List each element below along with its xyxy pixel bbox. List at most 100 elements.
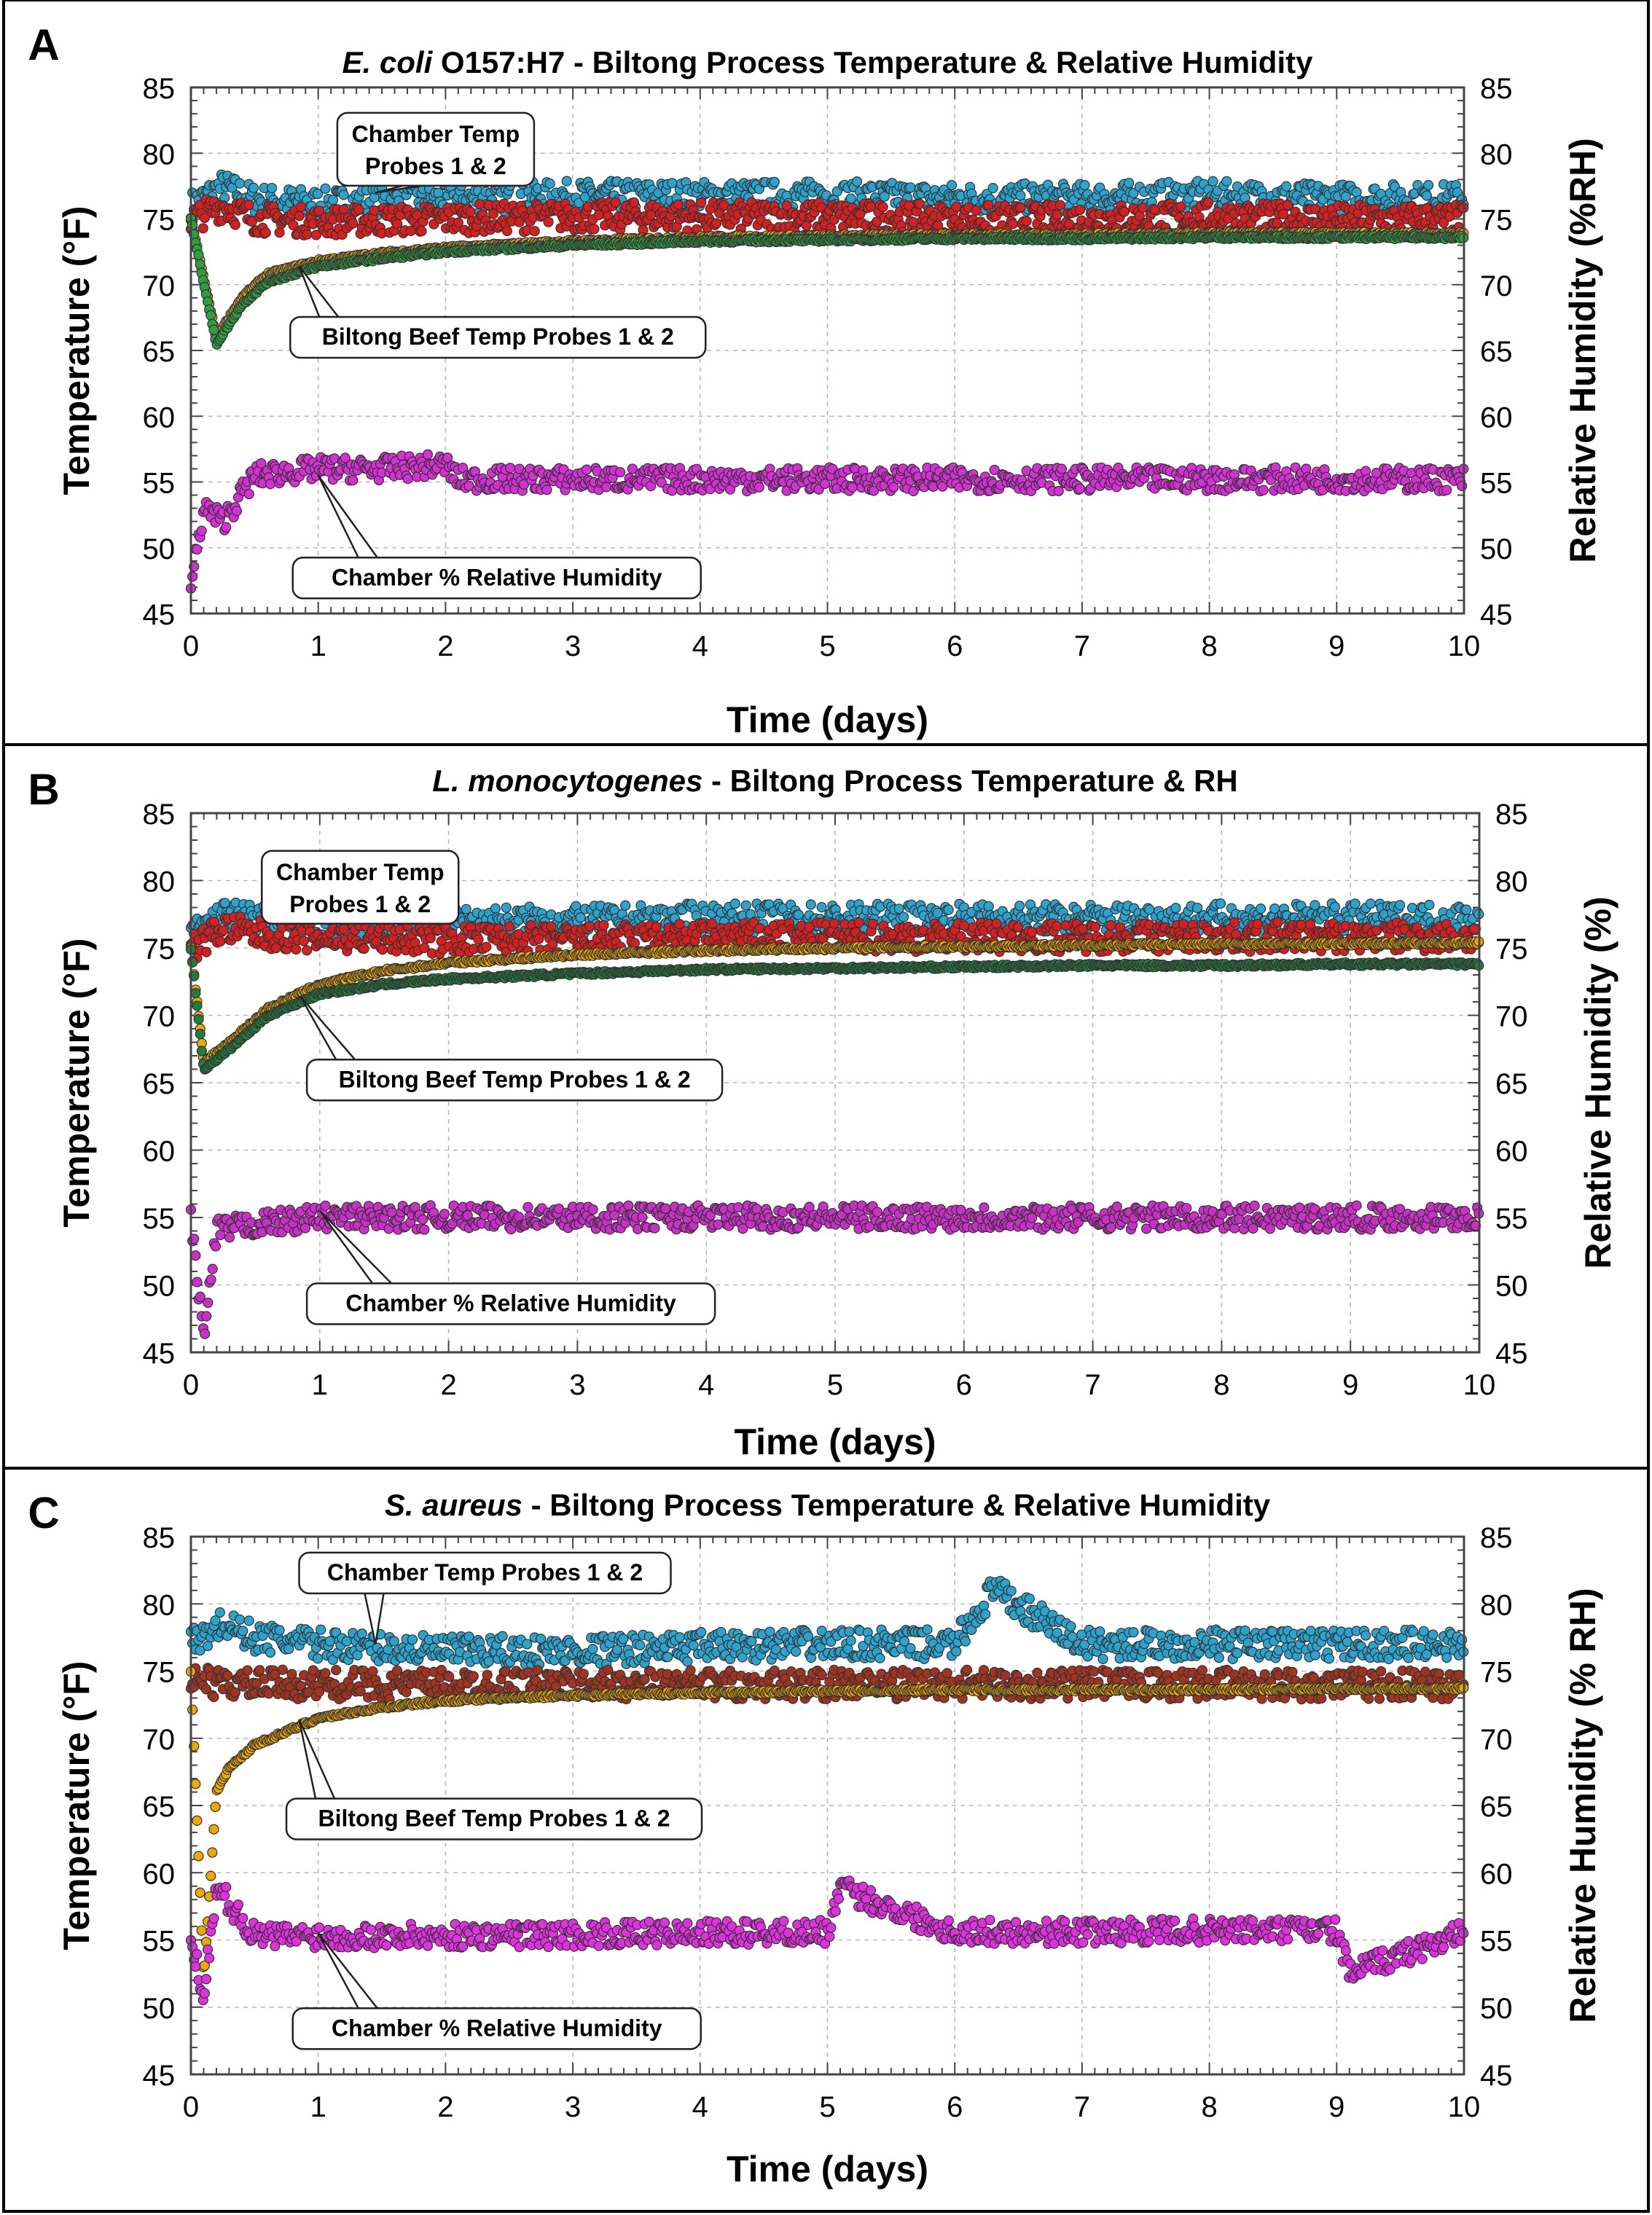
y2-tick-label: 60: [1480, 401, 1513, 434]
data-point: [1054, 200, 1065, 211]
callout-text: Biltong Beef Temp Probes 1 & 2: [322, 324, 674, 350]
data-point: [1021, 216, 1032, 227]
data-point: [295, 201, 307, 213]
data-point: [267, 182, 278, 194]
data-point: [1421, 203, 1433, 213]
data-point: [1272, 217, 1283, 229]
data-point: [541, 485, 552, 495]
data-point: [196, 525, 207, 536]
data-point: [1007, 219, 1018, 230]
data-point: [294, 211, 305, 221]
chart-title-rest: - Biltong Process Temperature & RH: [702, 764, 1237, 798]
data-point: [416, 226, 427, 237]
data-point: [711, 218, 722, 229]
data-point: [312, 189, 324, 200]
data-point: [231, 506, 242, 517]
panel-letter: A: [28, 20, 59, 69]
callout-text: Probes 1 & 2: [365, 153, 506, 179]
data-point: [769, 176, 780, 187]
data-point: [338, 189, 349, 200]
x-tick-label: 10: [1448, 630, 1481, 662]
x-tick-label: 5: [819, 630, 835, 662]
data-point: [501, 225, 513, 237]
y2-tick-label: 65: [1480, 336, 1513, 368]
data-point: [529, 226, 540, 237]
data-point: [433, 187, 444, 198]
data-point: [197, 223, 208, 234]
y2-tick-label: 75: [1480, 205, 1513, 237]
data-point: [544, 178, 555, 189]
data-point: [369, 205, 380, 216]
data-point: [561, 176, 572, 187]
data-point: [205, 310, 216, 321]
x-tick-label: 4: [692, 630, 708, 662]
data-point: [589, 224, 600, 235]
data-point: [302, 229, 313, 240]
data-point: [855, 208, 866, 220]
data-point: [1207, 176, 1218, 187]
x-tick-label: 0: [183, 630, 199, 662]
data-point: [987, 183, 998, 194]
chart-title-italic: L. monocytogenes: [432, 764, 702, 798]
data-point: [195, 259, 205, 270]
panel-frame: [2, 1467, 1650, 2213]
chart-title: L. monocytogenes - Biltong Process Tempe…: [432, 764, 1237, 798]
data-point: [327, 195, 339, 205]
data-point: [610, 197, 621, 208]
x-tick-label: 3: [565, 630, 581, 662]
y-tick-label: 50: [143, 533, 176, 565]
data-point: [465, 206, 476, 217]
data-point: [193, 249, 204, 260]
x-tick-label: 9: [1328, 630, 1344, 662]
data-point: [208, 324, 219, 335]
data-point: [753, 482, 764, 493]
data-point: [219, 898, 230, 909]
data-point: [391, 219, 403, 230]
data-point: [243, 488, 254, 500]
data-point: [905, 182, 916, 193]
data-point: [1258, 485, 1269, 495]
x-tick-label: 7: [1074, 630, 1090, 662]
data-point: [946, 180, 958, 191]
data-point: [187, 571, 198, 582]
chart-title: E. coli O157:H7 - Biltong Process Temper…: [342, 45, 1314, 79]
data-point: [1422, 180, 1434, 191]
data-point: [971, 205, 982, 216]
data-point: [187, 219, 198, 230]
data-point: [1277, 208, 1289, 220]
data-point: [274, 227, 285, 238]
y-tick-label: 45: [143, 599, 176, 631]
x-tick-label: 6: [947, 630, 963, 662]
data-point: [353, 204, 364, 216]
data-point: [628, 197, 640, 208]
data-point: [1075, 204, 1086, 216]
data-point: [221, 522, 232, 533]
data-point: [601, 482, 612, 493]
data-point: [1137, 203, 1148, 213]
data-point: [348, 474, 359, 486]
chart-title-rest: O157:H7 - Biltong Process Temperature & …: [432, 45, 1313, 79]
data-point: [422, 449, 434, 460]
data-point: [234, 178, 246, 189]
data-point: [320, 183, 331, 194]
y2-tick-label: 85: [1480, 73, 1513, 105]
data-point: [1221, 176, 1232, 187]
data-point: [505, 463, 516, 474]
y-axis-label: Temperature (°F): [56, 206, 97, 495]
data-point: [1283, 200, 1293, 211]
x-tick-label: 1: [310, 630, 326, 662]
data-point: [402, 474, 413, 485]
data-point: [348, 218, 359, 229]
data-point: [474, 199, 485, 210]
data-point: [1175, 201, 1186, 212]
y2-tick-label: 50: [1480, 533, 1513, 565]
y-tick-label: 75: [143, 205, 176, 237]
data-point: [230, 219, 240, 230]
data-point: [1015, 202, 1026, 213]
y2-tick-label: 45: [1480, 599, 1513, 631]
data-point: [879, 191, 890, 202]
y-tick-label: 80: [143, 138, 176, 170]
data-point: [673, 199, 684, 210]
y-tick-label: 65: [143, 336, 176, 368]
